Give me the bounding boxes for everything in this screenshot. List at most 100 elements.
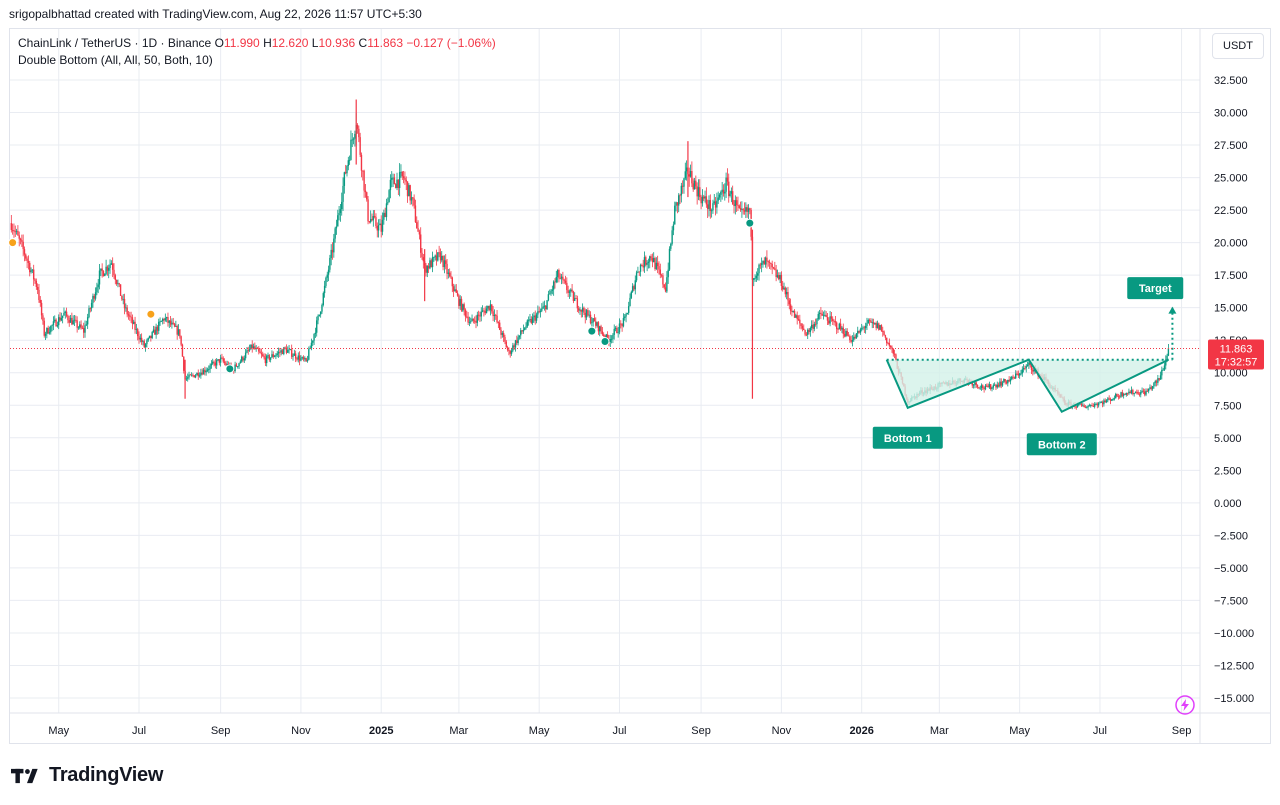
candle-body: [18, 235, 20, 239]
candle-body: [147, 337, 149, 341]
candle-body: [1105, 400, 1108, 403]
candle-body: [716, 200, 718, 208]
candle-body: [700, 197, 702, 204]
candle-body: [526, 320, 529, 327]
candle-body: [375, 217, 377, 226]
candle-body: [801, 326, 804, 329]
candle-body: [1004, 379, 1006, 382]
candle-body: [11, 229, 14, 231]
indicator-title[interactable]: Double Bottom (All, All, 50, Both, 10): [18, 53, 213, 67]
candle-body: [448, 272, 451, 277]
candle-body: [427, 266, 430, 269]
candle-body: [993, 384, 996, 386]
candle-body: [1091, 405, 1093, 407]
candle-body: [38, 289, 40, 300]
candle-body: [772, 267, 775, 269]
candle-body: [672, 224, 675, 231]
candle-body: [372, 216, 375, 221]
candle-body: [242, 356, 244, 361]
candle-body: [859, 329, 862, 333]
candle-body: [1107, 398, 1109, 401]
candle-body: [527, 319, 530, 321]
candle-body: [995, 384, 997, 388]
candle-body: [471, 318, 473, 322]
candle-body: [502, 333, 505, 338]
candle-body: [265, 355, 268, 364]
candle-body: [384, 212, 386, 218]
candle-body: [97, 284, 99, 288]
candle-body: [733, 204, 735, 207]
candle-body: [1075, 406, 1077, 408]
candle-body: [198, 375, 201, 377]
candle-body: [1018, 373, 1021, 376]
candle-body: [1117, 396, 1120, 398]
candle-body: [146, 340, 148, 345]
candle-body: [14, 231, 16, 233]
currency-unit-button[interactable]: USDT: [1212, 33, 1264, 59]
candle-body: [681, 185, 684, 187]
candle-body: [385, 203, 388, 218]
y-tick-label: −12.500: [1214, 660, 1254, 672]
candle-body: [63, 312, 65, 316]
candle-body: [517, 337, 519, 344]
candle-body: [291, 349, 293, 357]
candle-body: [1084, 407, 1087, 409]
candle-body: [575, 298, 577, 299]
candle-body: [244, 352, 247, 359]
candle-body: [1086, 407, 1088, 409]
candle-body: [192, 374, 194, 376]
candle-body: [215, 360, 218, 366]
chart-frame[interactable]: [9, 28, 1271, 744]
candle-body: [235, 364, 238, 367]
candle-body: [714, 201, 717, 208]
x-tick-label: 2025: [369, 725, 393, 737]
candle-body: [867, 319, 869, 324]
candle-body: [29, 262, 31, 273]
candle-body: [874, 322, 876, 324]
candle-body: [717, 197, 719, 201]
candle-body: [584, 312, 586, 318]
candle-body: [849, 336, 851, 341]
candle-body: [348, 159, 351, 161]
candle-body: [481, 310, 484, 312]
candle-body: [136, 329, 139, 337]
candle-body: [173, 323, 176, 327]
candle-body: [194, 375, 197, 378]
candle-body: [110, 263, 113, 265]
flash-icon[interactable]: [1174, 694, 1196, 716]
candle-body: [567, 290, 569, 293]
candle-body: [68, 320, 70, 323]
candle-body: [477, 314, 480, 316]
candle-body: [1103, 400, 1105, 405]
x-tick-label: Sep: [1172, 725, 1192, 737]
candle-body: [614, 327, 617, 329]
candle-body: [621, 323, 623, 327]
y-tick-label: 15.000: [1214, 303, 1248, 315]
candle-body: [605, 334, 608, 339]
candle-body: [893, 353, 896, 355]
candle-body: [135, 329, 138, 330]
candle-body: [602, 334, 605, 336]
candle-body: [509, 351, 511, 354]
candle-body: [463, 304, 465, 310]
candle-body: [693, 180, 696, 190]
candle-body: [1159, 375, 1162, 380]
candle-body: [394, 184, 397, 189]
candle-body: [647, 261, 650, 264]
candle-body: [571, 289, 573, 292]
symbol-title[interactable]: ChainLink / TetherUS · 1D · Binance: [18, 36, 212, 50]
candle-body: [363, 170, 365, 191]
x-tick-label: Jul: [132, 725, 146, 737]
candle-body: [354, 133, 356, 139]
candle-body: [982, 385, 984, 389]
candle-body: [193, 375, 195, 378]
candle-body: [159, 321, 161, 323]
candle-body: [1163, 365, 1166, 370]
x-tick-label: Nov: [772, 725, 792, 737]
candle-body: [579, 309, 581, 311]
pattern-label: Bottom 1: [884, 433, 932, 445]
candle-body: [39, 299, 41, 303]
candle-body: [587, 310, 589, 316]
candle-body: [1116, 394, 1118, 397]
